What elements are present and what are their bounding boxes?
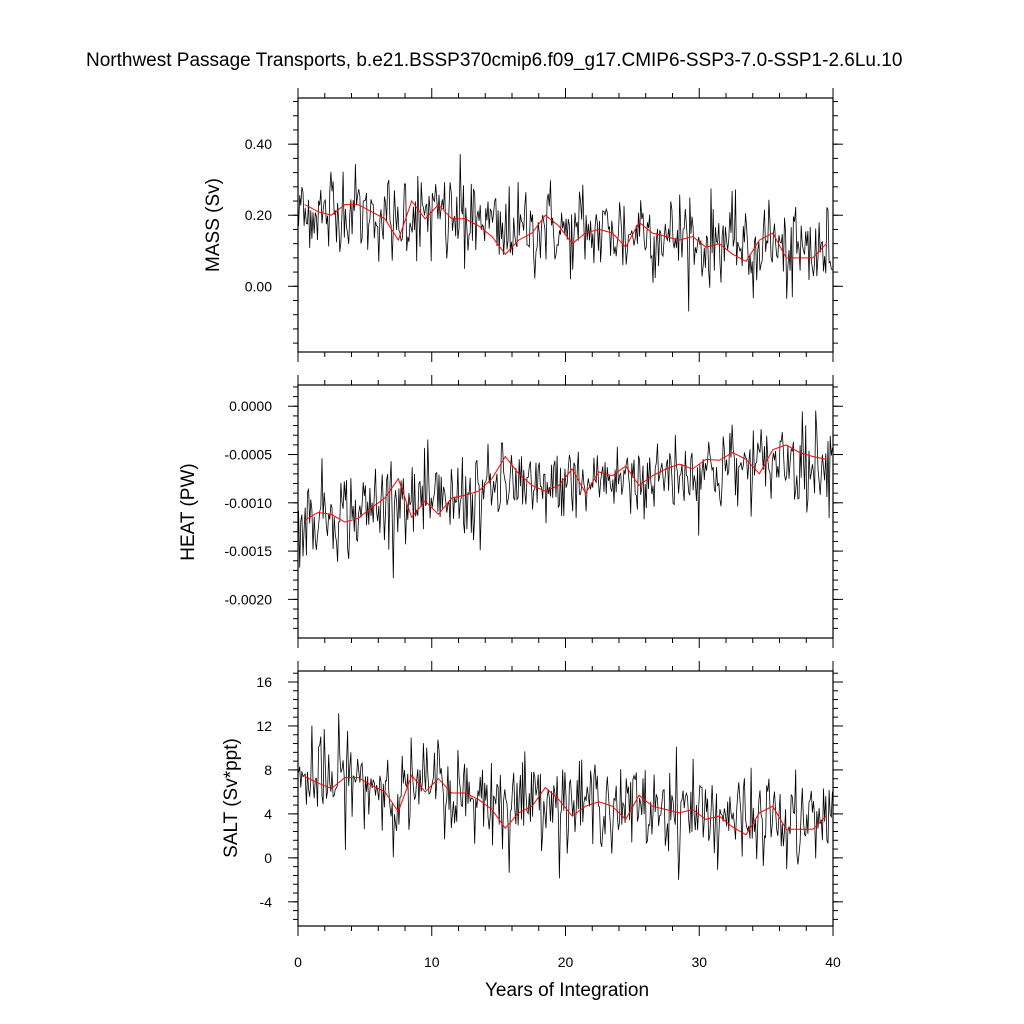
y-tick-label: 0.20 <box>245 207 272 223</box>
y-tick-label: 12 <box>256 718 272 734</box>
y-tick-label: -0.0005 <box>225 447 273 463</box>
y-tick-label: 0.00 <box>245 278 272 294</box>
y-axis-label: MASS (Sv) <box>203 178 224 272</box>
y-axis-label: HEAT (PW) <box>178 463 199 560</box>
panel-2: 0.0000 -0.0005 -0.0010 -0.0015 -0.0020 HEAT (… <box>178 375 843 648</box>
y-tick-label: -0.0010 <box>225 495 273 511</box>
annual-mean-series-line <box>304 774 827 836</box>
annual-mean-series-line <box>304 199 827 263</box>
y-tick-label: -4 <box>260 894 273 910</box>
y-tick-label: 4 <box>264 806 272 822</box>
x-tick-label: 0 <box>294 954 302 970</box>
x-axis-label: Years of Integration <box>485 980 649 1001</box>
x-tick-label: 30 <box>691 954 707 970</box>
monthly-series-line <box>298 713 833 880</box>
y-tick-label: -0.0020 <box>225 591 273 607</box>
y-tick-label: 0 <box>264 850 272 866</box>
y-axis-label: SALT (Sv*ppt) <box>221 738 242 858</box>
chart-title: Northwest Passage Transports, b.e21.BSSP… <box>86 50 902 71</box>
x-tick-label: 10 <box>424 954 440 970</box>
panel-1: 0.40 0.20 0.00 MASS (Sv) <box>203 88 843 362</box>
y-tick-label: 16 <box>256 674 272 690</box>
y-tick-label: 0.40 <box>245 136 272 152</box>
y-tick-label: 0.0000 <box>229 398 272 414</box>
monthly-series-line <box>298 153 833 312</box>
y-tick-label: -0.0015 <box>225 543 273 559</box>
monthly-series-line <box>298 410 833 579</box>
y-tick-label: 8 <box>264 762 272 778</box>
annual-mean-series-line <box>304 444 827 523</box>
x-tick-label: 20 <box>558 954 574 970</box>
x-tick-label: 40 <box>825 954 841 970</box>
panels: 0.40 0.20 0.00 MASS (Sv) 0.0000 -0.0005 -0.001… <box>178 88 843 970</box>
